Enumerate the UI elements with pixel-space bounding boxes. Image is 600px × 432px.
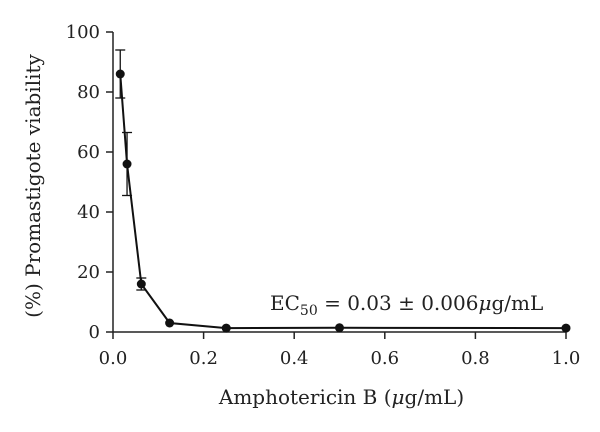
ec50-main: EC	[270, 291, 300, 315]
series-group	[115, 49, 571, 333]
data-point	[335, 323, 344, 333]
data-point	[561, 323, 571, 333]
data-point	[115, 69, 125, 79]
x-tick-label: 0.4	[280, 348, 309, 369]
x-axis-label-mu: μ	[392, 385, 405, 409]
data-point	[165, 318, 175, 328]
x-tick-label: 0.6	[370, 348, 399, 369]
ec50-unit: g/mL	[491, 291, 543, 315]
y-tick-label: 40	[77, 202, 100, 223]
axes	[112, 32, 566, 333]
data-point	[221, 323, 231, 333]
ec50-annotation: EC50 = 0.03 ± 0.006μg/mL	[270, 291, 543, 319]
y-tick-label: 20	[77, 262, 100, 283]
data-point	[122, 159, 132, 169]
series-line	[119, 73, 567, 330]
y-tick-label: 100	[66, 22, 100, 43]
x-tick-label: 1.0	[552, 348, 581, 369]
y-tick-label: 80	[77, 82, 100, 103]
ec50-value: = 0.03 ± 0.006	[318, 291, 479, 315]
x-axis-label-suffix: g/mL)	[405, 385, 465, 409]
x-tick-label: 0.0	[99, 348, 128, 369]
x-tick-label: 0.2	[189, 348, 218, 369]
x-tick-label: 0.8	[461, 348, 490, 369]
ec50-mu: μ	[478, 291, 491, 315]
data-point	[136, 279, 146, 289]
ec50-subscript: 50	[300, 303, 318, 319]
y-tick-label: 60	[77, 142, 100, 163]
y-tick-label: 0	[89, 322, 100, 343]
x-axis-label: Amphotericin B (μg/mL)	[218, 385, 464, 409]
tick-group: 0 20 40 60 80 100 0.0 0.2 0.4 0.6 0.8 1.0	[66, 22, 581, 369]
x-axis-label-prefix: Amphotericin B (	[218, 385, 392, 409]
y-axis-label: (%) Promastigote viability	[21, 53, 45, 317]
